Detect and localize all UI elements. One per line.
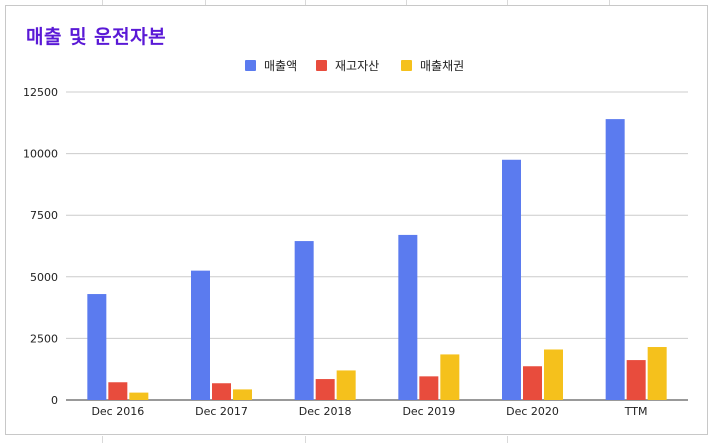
sheet-column-divider — [305, 436, 306, 443]
sheet-column-divider — [507, 436, 508, 443]
bar — [544, 349, 563, 400]
legend-label: 매출액 — [264, 59, 297, 73]
x-tick-label: Dec 2017 — [195, 405, 248, 418]
x-tick-label: Dec 2016 — [91, 405, 144, 418]
sheet-column-divider — [507, 0, 508, 6]
sheet-column-divider — [205, 0, 206, 6]
x-tick-label: Dec 2018 — [299, 405, 352, 418]
bar — [523, 366, 542, 400]
y-tick-label: 0 — [51, 394, 58, 407]
legend: 매출액 재고자산 매출채권 — [245, 59, 464, 73]
y-tick-label: 5000 — [30, 271, 58, 284]
bar — [212, 383, 231, 400]
bar — [191, 270, 210, 400]
legend-label: 재고자산 — [335, 59, 379, 73]
y-tick-label: 2500 — [30, 332, 58, 345]
chart-title: 매출 및 운전자본 — [26, 26, 167, 48]
legend-label: 매출채권 — [420, 59, 464, 73]
legend-swatch — [245, 60, 256, 71]
sheet-column-divider — [102, 0, 103, 6]
y-tick-label: 7500 — [30, 209, 58, 222]
chart-container[interactable] — [5, 5, 708, 435]
bar — [336, 370, 356, 400]
sheet-column-divider — [305, 0, 306, 6]
bar — [294, 241, 314, 400]
y-tick-label: 12500 — [23, 86, 58, 99]
bar — [440, 354, 460, 400]
bar — [419, 376, 439, 400]
bar — [87, 294, 107, 400]
sheet-column-divider — [406, 0, 407, 6]
x-tick-label: TTM — [624, 405, 648, 418]
bar — [647, 347, 667, 400]
legend-swatch — [316, 60, 327, 71]
x-tick-label: Dec 2020 — [506, 405, 559, 418]
x-tick-label: Dec 2019 — [402, 405, 455, 418]
bar — [605, 119, 625, 400]
bar — [502, 159, 521, 400]
y-axis-ticks: 0 2500 5000 7500 10000 12500 — [23, 86, 58, 407]
bar — [233, 389, 252, 400]
sheet-column-divider — [102, 436, 103, 443]
bar — [315, 379, 335, 400]
x-axis-ticks: Dec 2016 Dec 2017 Dec 2018 Dec 2019 Dec 2020… — [91, 405, 647, 418]
legend-swatch — [401, 60, 412, 71]
bars — [87, 119, 667, 400]
sheet-column-divider — [609, 0, 610, 6]
bar — [129, 392, 149, 400]
bar — [108, 382, 128, 400]
y-tick-label: 10000 — [23, 148, 58, 161]
gridlines — [66, 91, 688, 401]
bar — [398, 234, 418, 400]
bar — [626, 360, 646, 400]
